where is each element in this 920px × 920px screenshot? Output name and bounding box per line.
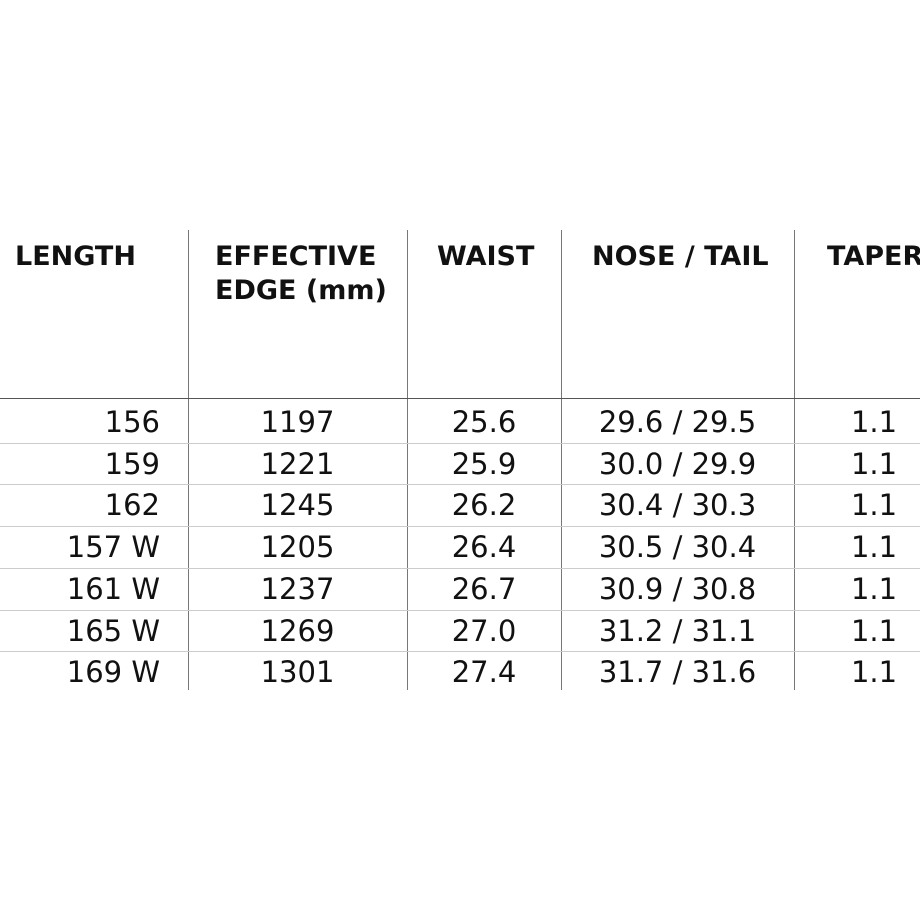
table-cell: 31.2 / 31.1 [598,613,757,648]
column-divider [794,230,795,690]
row-divider [0,568,920,569]
table-cell: 161 W [66,571,160,606]
row-divider [0,443,920,444]
table-cell: 162 [104,488,160,523]
table-cell: 1.1 [850,446,898,481]
table-cell: 1.1 [850,405,898,439]
table-cell: 30.0 / 29.9 [598,446,757,481]
column-divider [561,230,562,690]
table-cell: 157 W [66,530,160,565]
row-divider [0,651,920,652]
table-cell: 159 [104,446,160,481]
table-cell: 30.5 / 30.4 [598,530,757,565]
row-divider [0,484,920,485]
table-cell: 1197 [260,405,335,439]
table-cell: 1.1 [850,488,898,523]
table-cell: 1301 [260,655,335,690]
table-cell: 25.9 [451,446,517,481]
table-cell: 165 W [66,613,160,648]
table-cell: 1.1 [850,530,898,565]
table-cell: 1245 [260,488,335,523]
table-cell: 29.6 / 29.5 [598,405,757,439]
column-header: EFFECTIVE EDGE (mm) [215,241,387,306]
table-cell: 1.1 [850,655,898,690]
table-cell: 26.4 [451,530,517,565]
column-header: LENGTH [15,241,136,272]
table-cell: 27.0 [451,613,517,648]
table-cell: 30.9 / 30.8 [598,571,757,606]
table-cell: 1237 [260,571,335,606]
table-cell: 1.1 [850,613,898,648]
column-header: TAPER [827,241,920,272]
row-divider [0,610,920,611]
column-divider [407,230,408,690]
table-cell: 31.7 / 31.6 [598,655,757,690]
column-header: WAIST [437,241,535,272]
table-cell: 25.6 [451,405,517,439]
column-divider [188,230,189,690]
header-rule [0,398,920,399]
table-cell: 156 [104,405,160,439]
table-cell: 1269 [260,613,335,648]
table-cell: 1.1 [850,571,898,606]
table-cell: 30.4 / 30.3 [598,488,757,523]
table-cell: 1205 [260,530,335,565]
row-divider [0,526,920,527]
column-header: NOSE / TAIL [592,241,769,272]
table-cell: 27.4 [451,655,517,690]
table-cell: 26.7 [451,571,517,606]
table-cell: 169 W [66,655,160,690]
table-cell: 1221 [260,446,335,481]
table-cell: 26.2 [451,488,517,523]
